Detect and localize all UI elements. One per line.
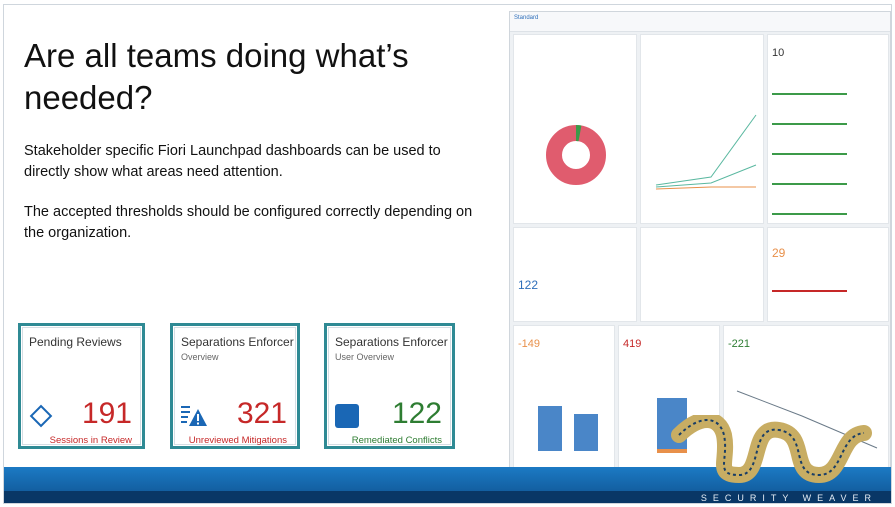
presentation-slide: Are all teams doing what’s needed? Stake… (3, 4, 892, 504)
kpi-value: 29 (772, 246, 786, 260)
tile-subtitle: User Overview (335, 352, 395, 362)
kpi-value: -221 (728, 338, 751, 350)
tile-value: 122 (391, 397, 442, 430)
risk-kpi-card: 29 (767, 227, 889, 322)
bar-mark (538, 406, 562, 451)
tile-title: Pending Reviews (29, 335, 122, 349)
separations-enforcer-user-overview-tile[interactable]: Separations Enforcer User Overview 122 R… (324, 323, 455, 449)
mitigation-card: 122 (513, 227, 637, 322)
kpi-value: 122 (518, 278, 539, 292)
kpi-value: -149 (518, 338, 541, 350)
line-chart-card (640, 34, 764, 224)
tile-caption: Remediated Conflicts (351, 435, 442, 446)
mitigation-list-card (640, 227, 764, 322)
tile-subtitle: Overview (181, 352, 219, 362)
role-assignment-card: -149 (513, 325, 615, 470)
kpi-value: 10 (772, 47, 785, 59)
tile-value: 321 (236, 397, 287, 430)
dashboard-screenshot: Standard 10 122 (509, 11, 891, 471)
footer-strip (4, 491, 891, 503)
diamond-icon (29, 404, 53, 428)
tile-value: 191 (81, 397, 132, 430)
view-selector: Standard (514, 15, 539, 21)
tile-caption: Sessions in Review (49, 435, 132, 446)
pending-reviews-tile[interactable]: Pending Reviews 191 Sessions in Review (18, 323, 145, 449)
slide-paragraph-1: Stakeholder specific Fiori Launchpad das… (24, 143, 441, 180)
tile-title: Separations Enforcer (181, 335, 294, 349)
slide-paragraph-2: The accepted thresholds should be config… (24, 204, 473, 241)
donut-chart (546, 125, 606, 185)
tile-caption: Unreviewed Mitigations (188, 435, 287, 446)
line-chart (655, 114, 757, 190)
separations-enforcer-overview-tile[interactable]: Separations Enforcer Overview 321 Unrevi… (170, 323, 300, 449)
dashboard-toolbar: Standard (510, 12, 890, 32)
donut-card (513, 34, 637, 224)
warning-list-icon (181, 406, 207, 426)
tile-title: Separations Enforcer (335, 335, 448, 349)
square-icon (335, 404, 359, 428)
security-weaver-logo (671, 415, 872, 484)
slide-title: Are all teams doing what’s needed? (24, 37, 409, 116)
kpi-value: 419 (623, 338, 642, 350)
bar-mark (574, 414, 598, 451)
brand-name: SECURITY WEAVER (700, 493, 877, 503)
kpi-list-card: 10 (767, 34, 889, 224)
